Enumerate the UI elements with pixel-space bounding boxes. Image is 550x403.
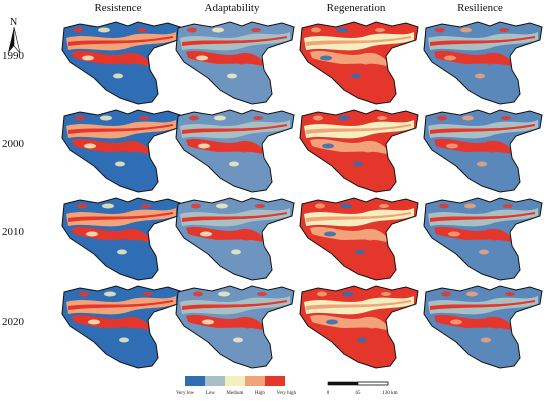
column-title-adaptability: Adaptability bbox=[204, 2, 260, 14]
column-title-resistence: Resistence bbox=[94, 2, 142, 14]
map-resilience-2000 bbox=[423, 109, 543, 193]
scale-tick-130: 130 km bbox=[382, 391, 397, 396]
legend-label-medium: Medium bbox=[226, 391, 244, 396]
map-resistence-2000 bbox=[61, 109, 181, 193]
scale-tick-65: 65 bbox=[356, 391, 362, 396]
legend-label-high: High bbox=[254, 391, 265, 396]
map-adaptability-2010 bbox=[175, 197, 295, 281]
map-regeneration-1990 bbox=[299, 21, 419, 105]
map-resilience-2010 bbox=[423, 197, 543, 281]
legend-labels: Very low Low Medium High Very high bbox=[176, 391, 296, 396]
row-label-2000: 2000 bbox=[2, 138, 24, 150]
north-arrow-icon: N bbox=[8, 17, 21, 54]
column-title-regeneration: Regeneration bbox=[326, 2, 386, 14]
scale-tick-0: 0 bbox=[327, 391, 330, 396]
map-resilience-2020 bbox=[423, 285, 543, 369]
legend-swatch-low bbox=[205, 376, 225, 386]
map-resistence-1990 bbox=[61, 21, 181, 105]
map-adaptability-2020 bbox=[175, 285, 295, 369]
map-adaptability-2000 bbox=[175, 109, 295, 193]
map-regeneration-2010 bbox=[299, 197, 419, 281]
map-resistence-2020 bbox=[61, 285, 181, 369]
legend-swatch-high bbox=[245, 376, 265, 386]
legend-swatch-medium bbox=[225, 376, 245, 386]
map-resilience-1990 bbox=[423, 21, 543, 105]
row-label-1990: 1990 bbox=[2, 50, 24, 62]
legend-label-very-high: Very high bbox=[276, 391, 296, 396]
legend-label-very-low: Very low bbox=[176, 391, 195, 396]
scale-bar: 0 65 130 km bbox=[327, 381, 398, 396]
legend-swatch-very-low bbox=[185, 376, 205, 386]
north-label: N bbox=[10, 17, 17, 28]
row-label-2010: 2010 bbox=[2, 226, 24, 238]
row-label-2020: 2020 bbox=[2, 316, 24, 328]
legend-label-low: Low bbox=[205, 391, 215, 396]
map-adaptability-1990 bbox=[175, 21, 295, 105]
map-regeneration-2000 bbox=[299, 109, 419, 193]
legend bbox=[185, 376, 285, 388]
column-title-resilience: Resilience bbox=[457, 2, 503, 14]
map-resistence-2010 bbox=[61, 197, 181, 281]
legend-swatch-very-high bbox=[265, 376, 285, 386]
map-regeneration-2020 bbox=[299, 285, 419, 369]
